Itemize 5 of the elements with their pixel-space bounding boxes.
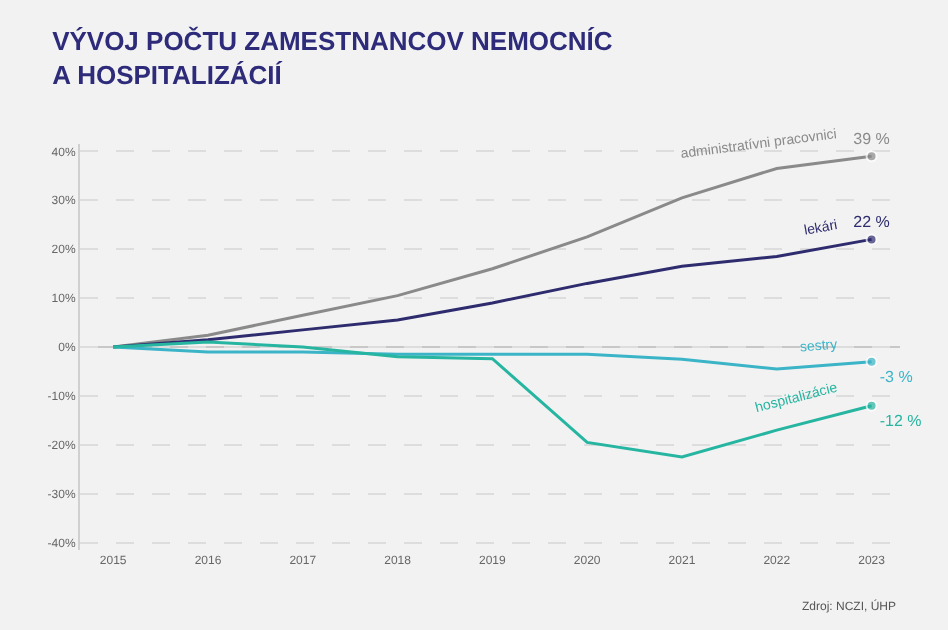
- chart-title: VÝVOJ POČTU ZAMESTNANCOV NEMOCNÍC A HOSPITALIZÁCIÍ: [52, 25, 614, 90]
- data-label: -12 %: [879, 411, 922, 430]
- data-label: 22 %: [853, 213, 890, 232]
- data-label: 39 %: [853, 129, 890, 148]
- data-label: -3 %: [879, 367, 913, 386]
